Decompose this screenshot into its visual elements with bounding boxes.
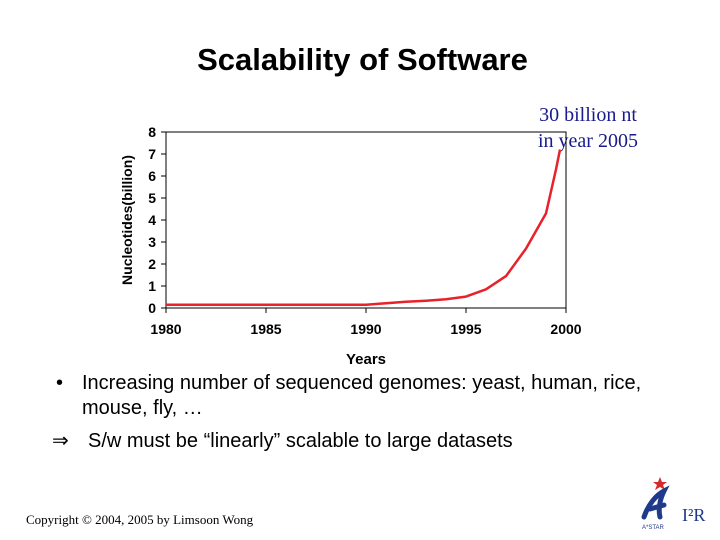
series-line (166, 149, 562, 306)
a-star-i2r-logo: A*STAR I²R (630, 465, 718, 535)
logo-text: I²R (682, 505, 705, 525)
y-tick-label: 2 (148, 256, 156, 272)
bullet-text: Increasing number of sequenced genomes: … (82, 372, 642, 419)
y-tick-label: 0 (148, 300, 156, 316)
y-axis-label: Nucleotides(billion) (119, 155, 135, 285)
y-tick-label: 8 (148, 124, 156, 140)
annotation-line-2: in year 2005 (538, 130, 638, 152)
y-tick-label: 4 (148, 212, 156, 228)
implies-item: ⇒ S/w must be “linearly” scalable to lar… (52, 429, 692, 454)
y-tick-label: 7 (148, 146, 156, 162)
x-axis-label: Years (346, 351, 386, 368)
logo-a-glyph-icon (641, 485, 670, 520)
copyright-footer: Copyright © 2004, 2005 by Limsoon Wong (26, 512, 254, 527)
annotation-callout: 30 billion nt in year 2005 (520, 102, 656, 154)
bullet-dot: • (56, 372, 64, 394)
y-tick-label: 6 (148, 168, 156, 184)
x-tick-label: 1995 (450, 321, 481, 337)
y-tick-label: 3 (148, 234, 156, 250)
implies-text: S/w must be “linearly” scalable to large… (88, 430, 513, 452)
x-tick-label: 2000 (550, 321, 581, 337)
y-tick-label: 5 (148, 190, 156, 206)
x-tick-label: 1985 (250, 321, 281, 337)
logo-subtext: A*STAR (642, 525, 665, 531)
implies-arrow-icon: ⇒ (52, 430, 69, 452)
x-tick-label: 1980 (150, 321, 181, 337)
bullet-item: • Increasing number of sequenced genomes… (52, 371, 692, 421)
y-tick-label: 1 (148, 278, 156, 294)
logo-star-icon (653, 477, 667, 490)
annotation-line-1: 30 billion nt (539, 104, 637, 126)
bullet-list: • Increasing number of sequenced genomes… (52, 371, 692, 454)
logo-background (630, 465, 718, 535)
x-tick-label: 1990 (350, 321, 381, 337)
nucleotides-line-chart: 0 1 2 3 4 5 6 7 8 1980 1985 1990 1995 2000 Years Nucleo… (119, 124, 582, 368)
plot-area-frame (165, 131, 567, 309)
slide-title: Scalability of Software (197, 42, 528, 77)
